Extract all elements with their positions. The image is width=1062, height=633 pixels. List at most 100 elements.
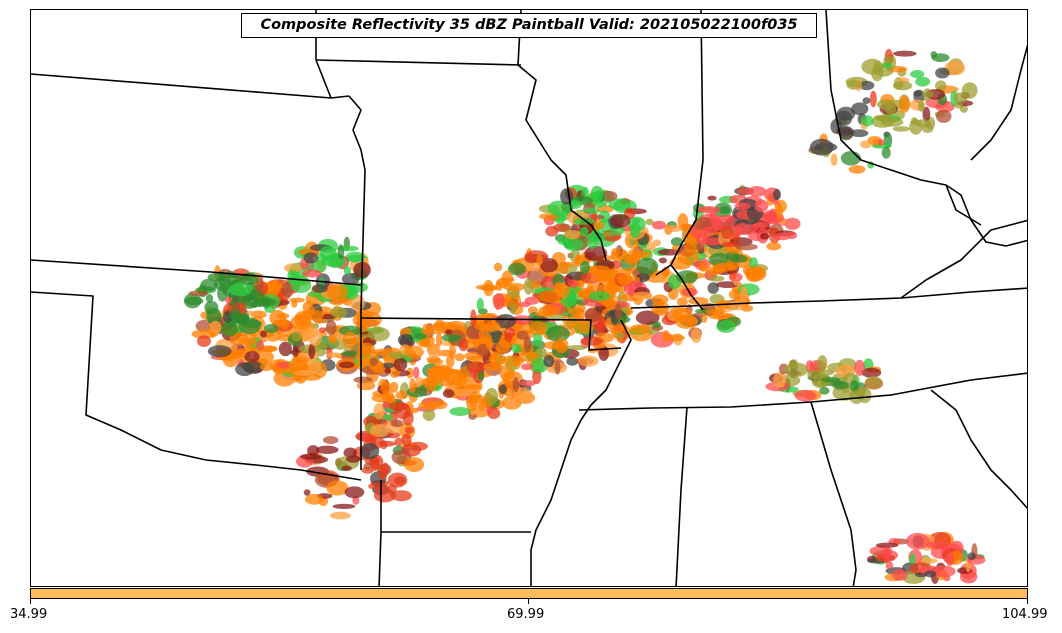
reflectivity-blob <box>557 236 569 245</box>
reflectivity-blob <box>538 290 561 303</box>
reflectivity-blob <box>332 503 356 509</box>
reflectivity-blob <box>387 472 408 488</box>
reflectivity-blob <box>543 354 555 368</box>
reflectivity-blob <box>495 314 516 329</box>
reflectivity-blob <box>384 367 391 374</box>
state-line <box>530 319 632 586</box>
reflectivity-blob <box>404 426 414 434</box>
reflectivity-blob <box>307 445 320 457</box>
reflectivity-blob <box>892 569 908 581</box>
reflectivity-blob <box>705 308 726 315</box>
reflectivity-blob <box>885 561 894 570</box>
reflectivity-blob <box>566 357 579 366</box>
reflectivity-blob <box>454 388 472 397</box>
state-boundaries <box>31 10 1027 586</box>
reflectivity-blob <box>246 294 253 301</box>
reflectivity-blob <box>300 309 325 320</box>
reflectivity-blob <box>840 151 862 166</box>
reflectivity-blob <box>275 361 292 369</box>
reflectivity-blob <box>518 301 531 308</box>
reflectivity-blob <box>584 245 608 261</box>
reflectivity-blob <box>470 309 477 327</box>
reflectivity-blob <box>342 331 357 349</box>
reflectivity-blob <box>698 261 708 272</box>
reflectivity-blob <box>523 278 534 295</box>
reflectivity-blob <box>567 279 579 288</box>
reflectivity-blob <box>298 249 307 255</box>
reflectivity-blob <box>435 332 443 347</box>
reflectivity-blob <box>403 447 410 454</box>
reflectivity-blob <box>666 225 683 232</box>
reflectivity-blob <box>721 241 741 248</box>
reflectivity-blob <box>205 294 214 303</box>
reflectivity-blob <box>690 328 702 344</box>
reflectivity-blob <box>922 106 931 122</box>
reflectivity-blob <box>249 332 257 346</box>
reflectivity-blob <box>729 254 748 263</box>
reflectivity-blob <box>302 269 322 278</box>
state-line <box>380 480 531 533</box>
reflectivity-blob <box>441 334 462 342</box>
reflectivity-blob <box>712 266 725 273</box>
reflectivity-blob <box>288 357 309 373</box>
reflectivity-blob <box>906 532 930 550</box>
reflectivity-blob <box>773 232 791 241</box>
reflectivity-blob <box>861 367 882 378</box>
state-line <box>315 59 522 66</box>
reflectivity-blob <box>579 261 591 274</box>
reflectivity-blob <box>501 270 514 287</box>
reflectivity-blob <box>382 401 390 409</box>
reflectivity-blob <box>744 266 766 279</box>
reflectivity-blob <box>476 297 484 312</box>
reflectivity-blob <box>255 277 264 294</box>
reflectivity-blob <box>477 371 485 381</box>
reflectivity-blob <box>386 484 397 494</box>
reflectivity-blob <box>924 90 934 98</box>
reflectivity-blob <box>543 341 565 350</box>
reflectivity-blob <box>658 257 668 264</box>
reflectivity-blob <box>589 265 610 274</box>
reflectivity-blob <box>967 552 976 561</box>
reflectivity-blob <box>415 377 424 386</box>
reflectivity-blob <box>575 307 585 322</box>
reflectivity-blob <box>404 345 424 359</box>
reflectivity-blob <box>645 218 654 226</box>
reflectivity-blob <box>830 153 838 166</box>
reflectivity-blob <box>442 389 455 398</box>
reflectivity-blob <box>809 138 834 156</box>
reflectivity-blob <box>414 333 428 340</box>
reflectivity-blob <box>851 102 869 116</box>
reflectivity-blob <box>536 254 543 266</box>
reflectivity-blob <box>632 291 652 300</box>
reflectivity-blob <box>390 490 412 502</box>
reflectivity-blob <box>307 291 321 298</box>
reflectivity-blob <box>898 95 911 113</box>
reflectivity-blob <box>303 489 311 496</box>
reflectivity-blob <box>560 188 573 205</box>
state-line <box>945 184 982 226</box>
reflectivity-blob <box>427 348 443 358</box>
reflectivity-blob <box>228 321 236 328</box>
reflectivity-blob <box>377 466 388 480</box>
reflectivity-blob <box>873 114 891 121</box>
reflectivity-blob <box>538 305 560 317</box>
reflectivity-blob <box>913 90 922 97</box>
colorbar-mid-label: 69.99 <box>507 607 545 622</box>
reflectivity-blob <box>611 248 621 257</box>
reflectivity-blob <box>260 330 267 338</box>
colorbar-min-label: 34.99 <box>10 607 48 622</box>
reflectivity-blob <box>590 185 604 202</box>
reflectivity-blob <box>535 329 546 336</box>
reflectivity-blob <box>323 436 339 445</box>
reflectivity-blob <box>385 431 401 439</box>
reflectivity-blob <box>650 301 670 316</box>
reflectivity-blob <box>397 333 414 346</box>
reflectivity-blob <box>739 286 748 304</box>
reflectivity-blob <box>881 146 891 159</box>
reflectivity-blob <box>506 388 513 404</box>
reflectivity-blob <box>665 334 685 342</box>
reflectivity-blob <box>554 360 561 375</box>
reflectivity-blob <box>760 233 770 240</box>
reflectivity-blob <box>303 252 319 264</box>
state-line <box>31 291 362 481</box>
